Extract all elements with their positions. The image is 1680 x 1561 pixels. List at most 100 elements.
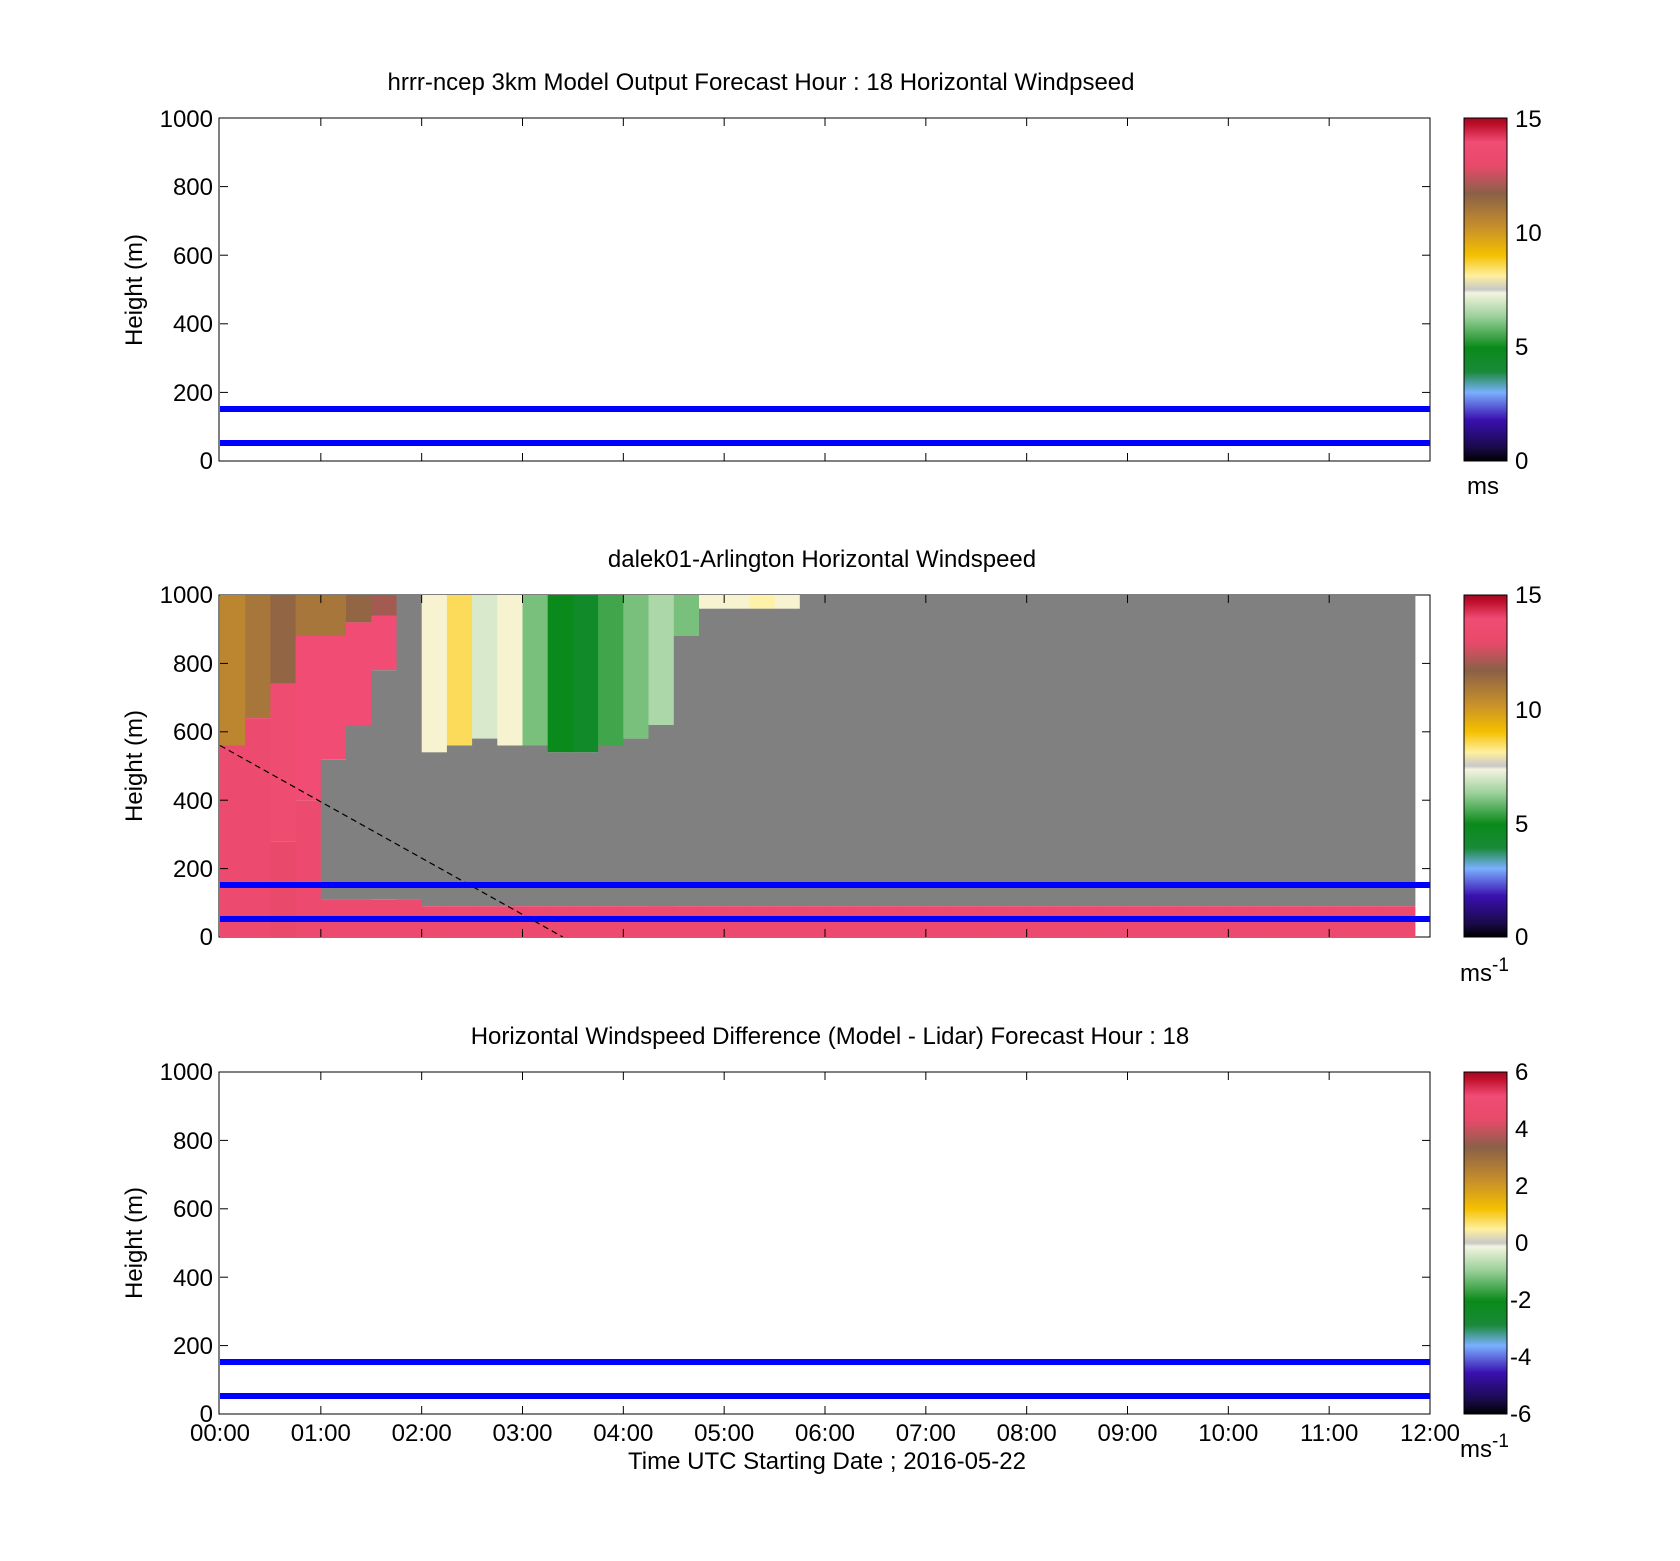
- heatmap-cell: [1329, 595, 1355, 907]
- colorbar-tick-label: -6: [1510, 1401, 1531, 1428]
- colorbar-tick-label: 0: [1515, 924, 1528, 951]
- heatmap-cell: [1077, 595, 1103, 907]
- y-ticks: 0 200 400 600 800 1000: [160, 1059, 213, 1428]
- colorbar-unit-base: ms: [1460, 960, 1492, 987]
- heatmap-cell: [623, 738, 649, 907]
- heatmap-cell: [648, 725, 675, 907]
- colorbar-unit-sup: -1: [1492, 1431, 1509, 1452]
- heatmap-cell: [598, 595, 624, 746]
- heatmap-cell: [1152, 595, 1179, 907]
- heatmap-cell: [774, 608, 801, 907]
- x-tick-label: 12:00: [1400, 1420, 1460, 1447]
- heatmap-cell: [220, 595, 246, 746]
- heatmap-cell: [598, 745, 624, 907]
- y-tick-label: 200: [173, 380, 213, 407]
- heatmap-cell: [1026, 595, 1053, 907]
- y-axis-label: Height (m): [121, 234, 148, 346]
- heatmap-cell: [850, 595, 876, 907]
- panel-model-plot-area: [218, 117, 1431, 462]
- y-tick-label: 1000: [160, 1059, 213, 1086]
- colorbar-tick-label: -4: [1510, 1344, 1531, 1371]
- heatmap-cell: [825, 595, 851, 907]
- x-tick-label: 00:00: [190, 1420, 250, 1447]
- x-tick-label: 03:00: [492, 1420, 552, 1447]
- heatmap-cell: [1102, 595, 1128, 907]
- heatmap-cell: [245, 595, 271, 719]
- colorbar-tick-label: 15: [1515, 582, 1542, 609]
- panel-difference-plot-area: [218, 1071, 1431, 1415]
- heatmap-cell: [976, 595, 1002, 907]
- colorbar-tick-label: 5: [1515, 811, 1528, 838]
- mixing-height-line: [219, 744, 564, 938]
- heatmap-cell: [346, 725, 372, 900]
- heatmap-cell: [673, 636, 700, 907]
- heatmap-cell: [547, 595, 574, 753]
- heatmap-cell: [1001, 595, 1028, 907]
- heatmap-cell: [648, 595, 675, 725]
- y-tick-label: 800: [173, 651, 213, 678]
- heatmap-cell: [875, 595, 902, 907]
- heatmap-cell: [497, 595, 523, 746]
- x-ticks: 00:00 01:00 02:00 03:00 04:00 05:00 06:00 07:00…: [190, 1420, 1460, 1447]
- heatmap-cell: [1304, 595, 1330, 907]
- heatmap-cell: [295, 636, 322, 801]
- heatmap-cell: [371, 595, 397, 616]
- colorbar-tick-label: -2: [1510, 1287, 1531, 1314]
- y-tick-label: 0: [200, 924, 213, 951]
- colorbar-unit: ms: [1467, 473, 1499, 500]
- panel-difference: Horizontal Windspeed Difference (Model -…: [121, 1023, 1531, 1475]
- heatmap-cell: [446, 595, 473, 746]
- y-tick-label: 400: [173, 788, 213, 815]
- x-tick-label: 05:00: [694, 1420, 754, 1447]
- heatmap-cell: [396, 595, 423, 900]
- y-tick-label: 800: [173, 174, 213, 201]
- y-tick-label: 0: [200, 448, 213, 475]
- heatmap-cell: [925, 595, 952, 907]
- heatmap-cell: [270, 841, 297, 937]
- heatmap-cell: [421, 752, 448, 907]
- colorbar-tick-label: 0: [1515, 1230, 1528, 1257]
- heatmap-cell: [572, 752, 599, 907]
- y-tick-label: 600: [173, 243, 213, 270]
- heatmap-cell: [220, 745, 246, 937]
- colorbar-unit: ms-1: [1460, 1431, 1509, 1463]
- x-tick-label: 09:00: [1097, 1420, 1157, 1447]
- heatmap-cell: [320, 759, 347, 900]
- heatmap-cell: [1354, 595, 1381, 907]
- axis-ticks: [220, 595, 1430, 937]
- y-tick-label: 1000: [160, 106, 213, 133]
- heatmap-cell: [1127, 595, 1154, 907]
- heatmap-cell: [346, 622, 372, 725]
- y-tick-label: 600: [173, 1196, 213, 1223]
- axis-ticks: [220, 1072, 1430, 1414]
- heatmap-cell: [320, 595, 347, 636]
- x-tick-label: 01:00: [291, 1420, 351, 1447]
- x-axis-label: Time UTC Starting Date ; 2016-05-22: [628, 1448, 1026, 1475]
- panel-model-title: hrrr-ncep 3km Model Output Forecast Hour…: [388, 69, 1135, 96]
- heatmap-cell: [1177, 595, 1204, 907]
- heatmap-cell: [749, 595, 776, 609]
- heatmap-cell: [749, 608, 776, 907]
- heatmap-cell: [1203, 595, 1229, 907]
- heatmap-cell: [623, 595, 649, 739]
- heatmap-cell: [673, 595, 700, 636]
- heatmap-cell: [270, 595, 297, 684]
- y-ticks: 0 200 400 600 800 1000: [160, 106, 213, 475]
- x-tick-label: 10:00: [1198, 1420, 1258, 1447]
- axis-ticks: [220, 118, 1430, 461]
- colorbar-bar: [1463, 594, 1508, 938]
- y-tick-label: 400: [173, 1265, 213, 1292]
- heatmap-cell: [522, 745, 549, 907]
- x-tick-label: 07:00: [896, 1420, 956, 1447]
- y-tick-label: 800: [173, 1128, 213, 1155]
- colorbar-tick-label: 5: [1515, 334, 1528, 361]
- colorbar-tick-label: 0: [1515, 448, 1528, 475]
- heatmap-cell: [1278, 595, 1305, 907]
- y-tick-label: 1000: [160, 582, 213, 609]
- heatmap-cell: [295, 595, 322, 636]
- panel-lidar-title: dalek01-Arlington Horizontal Windspeed: [608, 546, 1036, 573]
- heatmap-cell: [900, 595, 927, 907]
- colorbar-unit: ms-1: [1460, 955, 1509, 987]
- y-ticks: 0 200 400 600 800 1000: [160, 582, 213, 951]
